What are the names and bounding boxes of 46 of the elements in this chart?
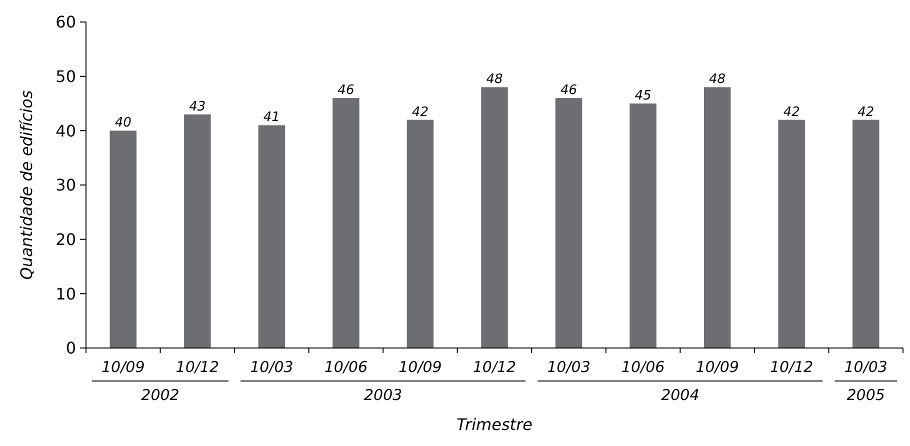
x-tick-label: 10/12 [176,358,220,376]
x-axis-title: Trimestre [456,415,533,434]
x-tick-label: 10/09 [696,358,739,376]
y-tick-label: 60 [56,12,76,32]
y-tick-label: 0 [66,338,76,358]
text: 2003 [364,386,402,404]
bar [852,120,880,348]
text: 2004 [661,386,700,404]
bar [406,120,434,348]
text: 2005 [846,386,885,404]
bar [332,98,360,348]
x-tick-label: 10/09 [398,358,442,376]
x-tick-label: 10/03 [547,358,590,376]
y-tick-label: 10 [56,284,76,304]
x-tick-label: 10/03 [250,358,294,376]
data-label: 46 [560,83,578,98]
y-tick-label: 50 [56,66,76,86]
bar [481,87,508,348]
x-tick-label: 10/06 [324,358,368,376]
bar [110,130,137,348]
y-tick-label: 40 [56,121,76,140]
data-label: 40 [114,116,132,131]
bar [184,114,211,348]
bar [704,87,731,348]
data-label: 42 [783,104,800,120]
bar [778,120,805,348]
x-tick-label: 10/12 [472,358,516,376]
data-label: 45 [634,88,652,104]
x-tick-label: 10/06 [621,358,665,376]
x-tick-label: 10/09 [102,358,145,376]
bar [258,125,286,348]
data-label: 48 [486,72,503,88]
data-label: 48 [709,72,726,88]
text: 2002 [141,386,180,404]
data-label: 46 [338,83,354,98]
bar [630,104,656,348]
data-label: 42 [412,104,428,120]
y-tick-label: 30 [56,176,76,195]
bar [555,98,582,348]
data-label: 43 [189,99,206,114]
x-tick-label: 10/03 [844,358,888,376]
data-label: 41 [263,110,280,126]
y-tick-label: 20 [56,230,76,249]
y-axis-title: Quantidade de edifícios [17,90,36,280]
data-label: 42 [858,104,874,120]
x-tick-label: 10/12 [770,358,814,376]
